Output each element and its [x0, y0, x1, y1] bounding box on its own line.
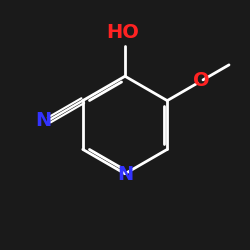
Text: HO: HO — [106, 23, 139, 42]
Text: N: N — [36, 110, 52, 130]
Text: N: N — [117, 166, 133, 184]
Text: O: O — [193, 71, 210, 90]
